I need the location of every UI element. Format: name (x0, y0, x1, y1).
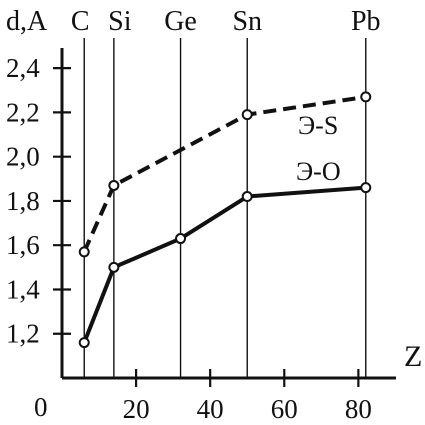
element-label-sn: Sn (232, 6, 262, 37)
x-axis-label: Z (404, 340, 422, 373)
x-tick-label: 60 (271, 394, 298, 424)
x-tick-label: 40 (197, 394, 224, 424)
element-label-c: C (71, 6, 90, 37)
series (78, 91, 372, 349)
x-tick-label: 80 (345, 394, 372, 424)
data-point (78, 337, 90, 349)
y-tick-label: 1,8 (6, 186, 40, 216)
data-point (78, 246, 90, 258)
data-point (360, 182, 372, 194)
y-axis-label: d,A (6, 6, 48, 37)
y-tick-label: 2,0 (6, 142, 40, 172)
element-label-pb: Pb (351, 6, 381, 37)
data-point (360, 91, 372, 103)
data-point (241, 109, 253, 121)
element-label-si: Si (108, 6, 132, 37)
series-label-e-o: Э-O (296, 157, 341, 186)
ticks: 1,2 1,4 1,6 1,8 2,0 2,2 2,4 20 40 60 80 (6, 53, 372, 424)
y-tick-label: 1,2 (6, 319, 40, 349)
texts: d,A Z 0 Э-S Э-O (6, 6, 422, 422)
y-tick-label: 2,2 (6, 97, 40, 127)
series-line-0 (82, 94, 367, 253)
data-point (241, 191, 253, 203)
element-label-ge: Ge (164, 6, 197, 37)
x-tick-label: 20 (123, 394, 150, 424)
y-tick-label: 2,4 (6, 53, 40, 83)
y-tick-label: 1,6 (6, 230, 40, 260)
series-line-1 (82, 185, 366, 344)
origin-label: 0 (34, 392, 48, 422)
data-point (108, 261, 120, 273)
data-point (175, 233, 187, 245)
series-label-e-s: Э-S (298, 111, 338, 140)
data-point (108, 179, 120, 191)
y-tick-label: 1,4 (6, 274, 40, 304)
axes (60, 48, 396, 380)
